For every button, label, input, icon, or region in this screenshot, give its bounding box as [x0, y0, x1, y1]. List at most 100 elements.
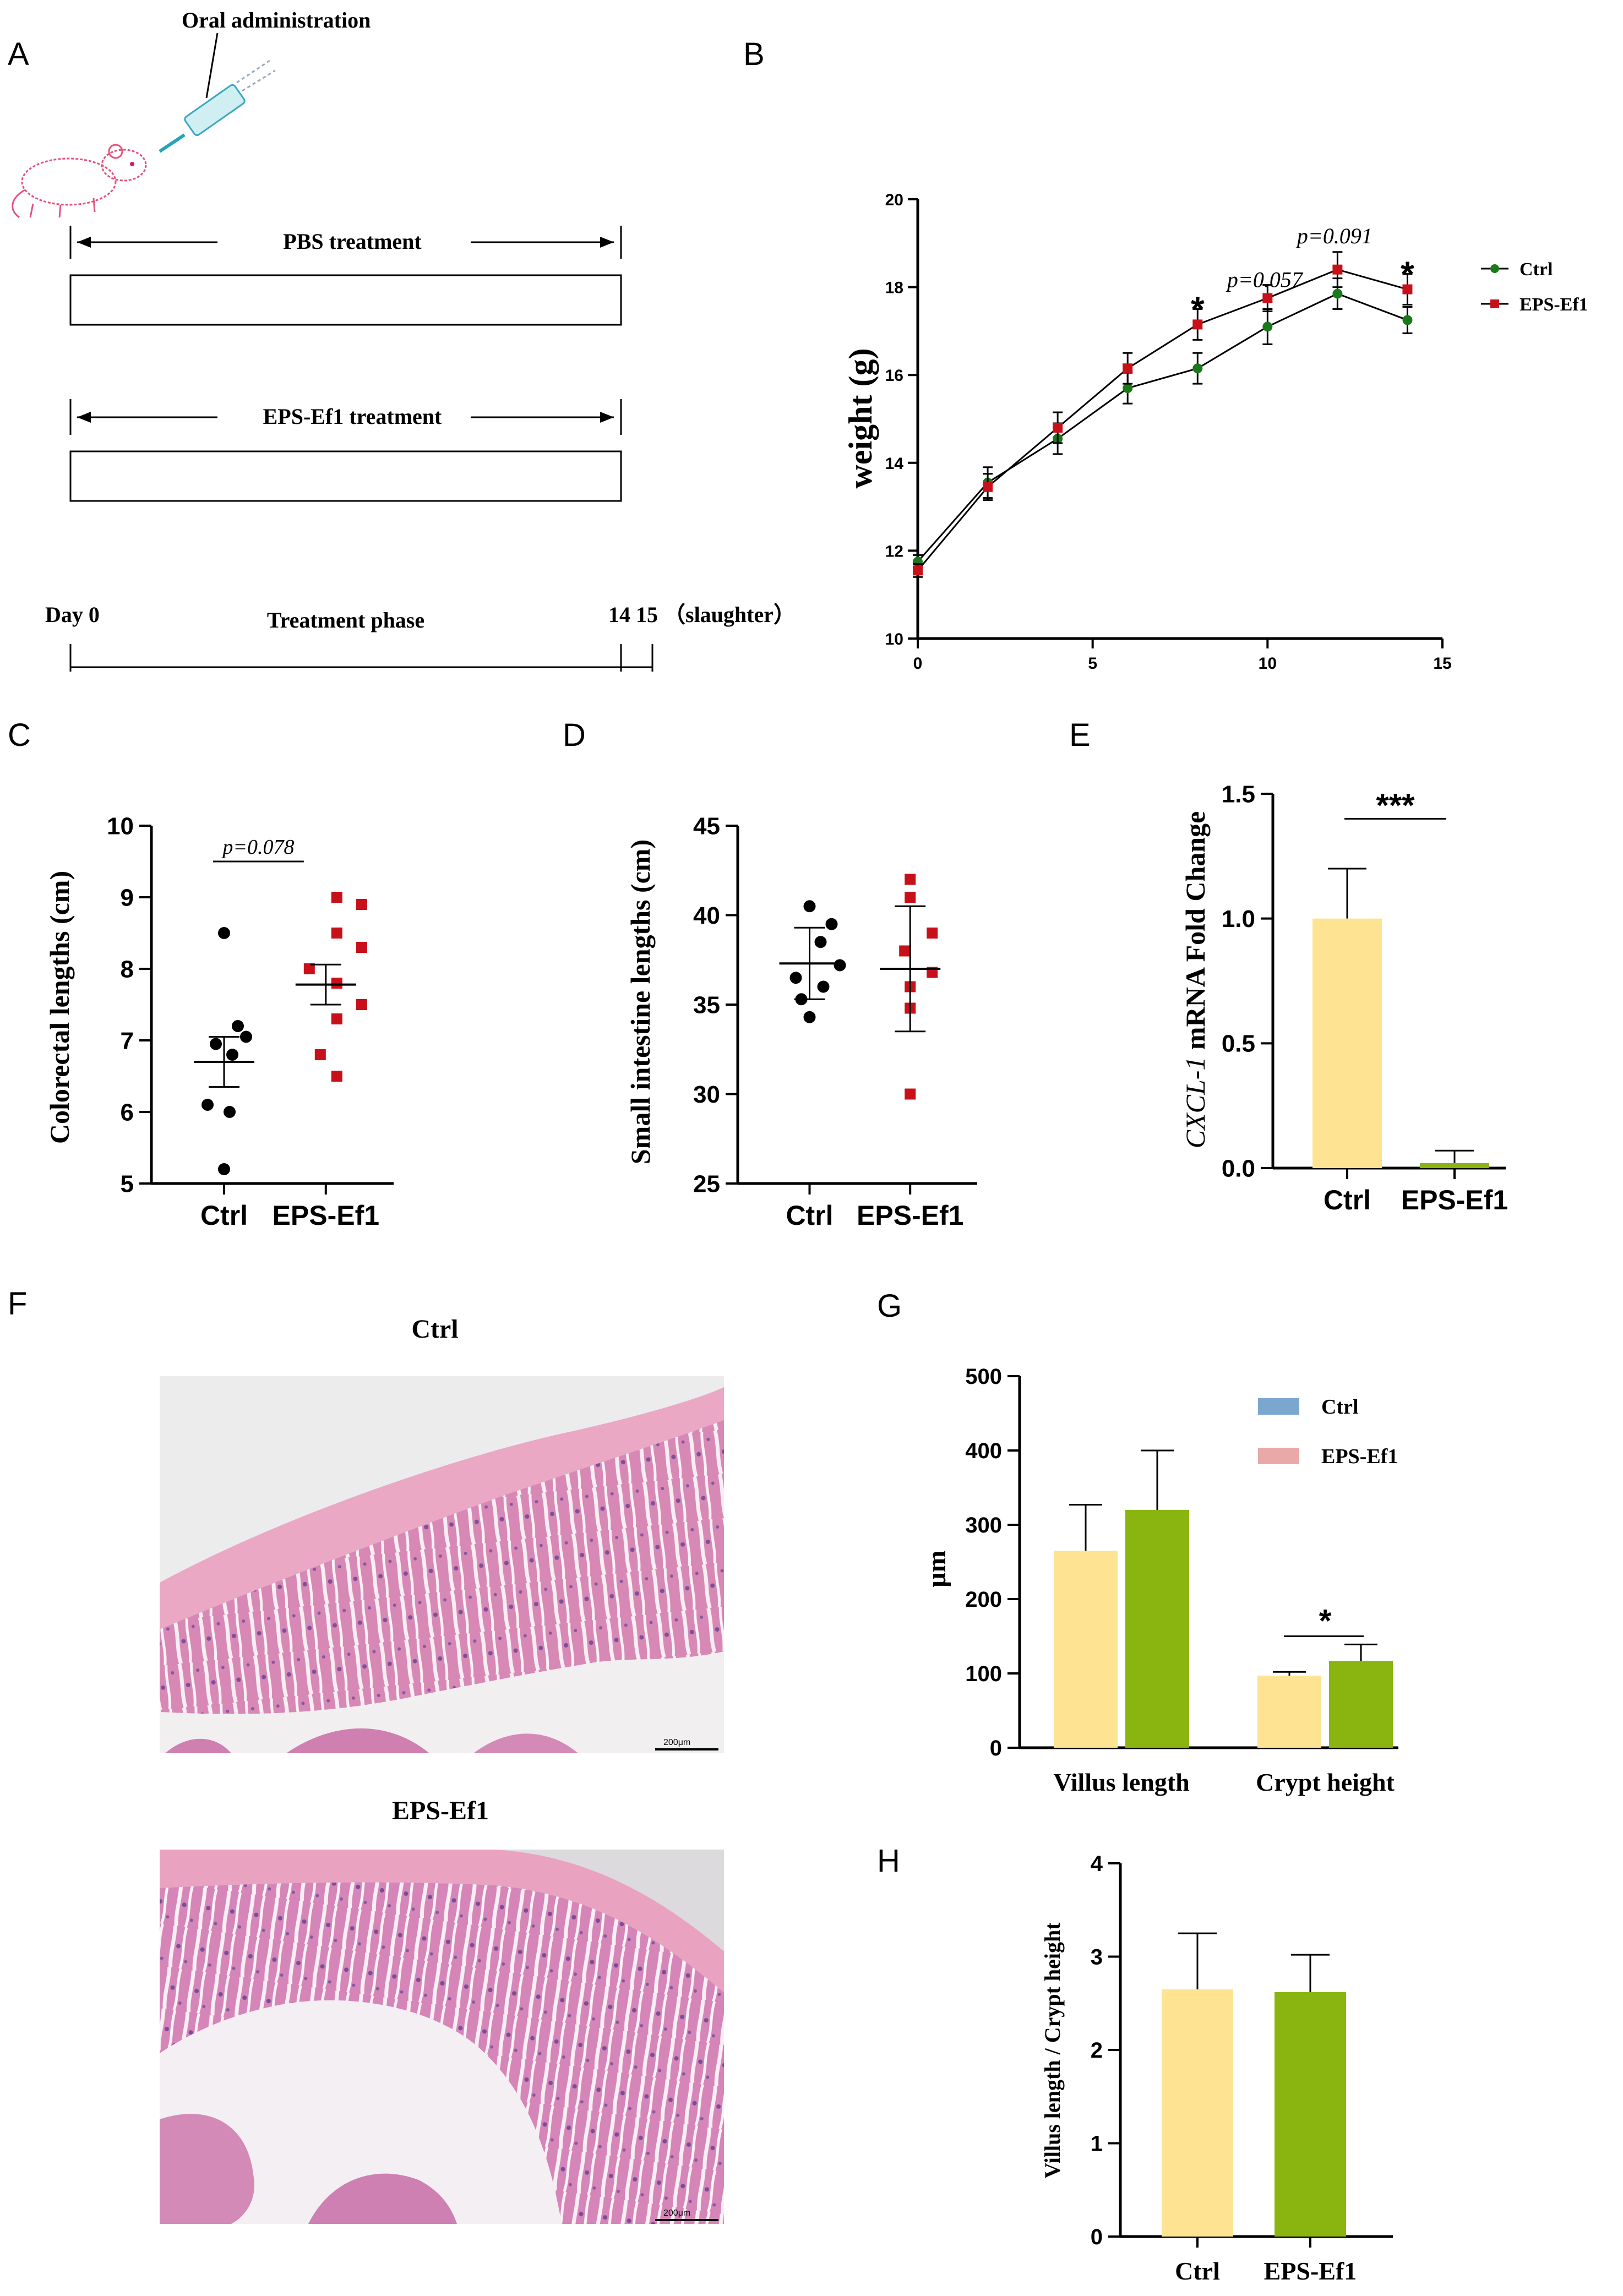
- y-tick-label: 2: [1091, 2038, 1103, 2063]
- data-point-eps: [303, 963, 315, 974]
- legend-label-ctrl: Ctrl: [1321, 1395, 1359, 1419]
- y-tick-label: 14: [885, 455, 904, 473]
- data-point-eps: [913, 565, 923, 576]
- panel-label-a: A: [8, 36, 29, 72]
- legend-swatch-eps-ef1: [1258, 1448, 1299, 1464]
- ctrl-image-title: Ctrl: [411, 1315, 458, 1344]
- y-tick-label: 500: [965, 1365, 1002, 1389]
- y-axis-label-italic: CXCL-1: [1180, 1057, 1211, 1149]
- oral-administration-label: Oral administration: [182, 8, 371, 32]
- panel-d: D 25 30 35 40 45 Ctrl EPS-Ef1 Small intestine l…: [563, 717, 977, 1231]
- data-point-ctrl: [201, 1099, 214, 1111]
- x-tick-label: Ctrl: [786, 1200, 833, 1231]
- colorectal-length-chart: 5 6 7 8 9 10 Ctrl EPS-Ef1 Colorectal lengths (cm…: [44, 812, 394, 1231]
- panel-e: E 0.0 0.5 1.0 1.5 Ctrl EPS-Ef1 CXCL-1 mRNA Fol…: [1069, 717, 1508, 1215]
- eps-muscle-layer: [160, 1850, 724, 1993]
- y-tick-label: 0.5: [1222, 1030, 1255, 1057]
- y-axis-label: Colorectal lengths (cm): [44, 871, 75, 1144]
- x-tick-label: Ctrl: [1175, 2257, 1220, 2285]
- significance-label: ***: [1376, 787, 1415, 823]
- ctrl-mucosa: [160, 1420, 724, 1714]
- y-axis-label: CXCL-1 mRNA Fold Change: [1180, 811, 1211, 1149]
- eps-mucosa: [160, 1882, 724, 2224]
- annotation: *: [1401, 254, 1414, 294]
- weight-line-chart: 10 12 14 16 18 20 0 5 10 15 weight (g) * p=0.057 p=0.…: [842, 191, 1588, 673]
- y-axis-label: Small intestine lengths (cm): [625, 839, 656, 1164]
- data-point-eps: [331, 928, 342, 939]
- y-tick-label: 100: [965, 1662, 1002, 1686]
- legend-marker-eps: [1490, 299, 1499, 308]
- data-point-eps: [1332, 264, 1343, 275]
- data-point-ctrl: [1332, 288, 1343, 299]
- data-point-eps: [983, 482, 993, 492]
- data-point-eps: [1123, 363, 1133, 374]
- panel-label-e: E: [1069, 717, 1091, 753]
- x-tick-label: 0: [913, 655, 923, 673]
- significance-label: p=0.078: [221, 836, 294, 859]
- panel-g: G 0 100 200 300 400 500 Villus length Crypt hei…: [877, 1288, 1398, 1796]
- data-point-eps: [356, 899, 367, 910]
- data-point-ctrl: [232, 1020, 244, 1032]
- y-tick-label: 400: [965, 1439, 1002, 1463]
- y-axis-label-rest: mRNA Fold Change: [1180, 811, 1211, 1057]
- y-tick-label: 10: [885, 630, 903, 648]
- data-point-ctrl: [1192, 363, 1203, 374]
- y-tick-label: 10: [107, 812, 134, 839]
- legend-label-eps-ef1: EPS-Ef1: [1321, 1445, 1398, 1468]
- x-tick-label: Ctrl: [200, 1200, 248, 1231]
- data-point-eps: [1402, 284, 1413, 295]
- bar-ctrl: [1312, 918, 1382, 1168]
- data-point-eps: [314, 1049, 326, 1060]
- pbs-treatment-label: PBS treatment: [283, 229, 422, 254]
- data-point-ctrl: [834, 959, 846, 972]
- data-point-eps: [927, 928, 938, 939]
- data-point-ctrl: [789, 972, 802, 984]
- series-line-eps-ef1: [917, 269, 1408, 571]
- data-point-ctrl: [825, 918, 838, 930]
- panel-label-d: D: [563, 717, 586, 753]
- annotation: p=0.057: [1226, 268, 1304, 292]
- bar-eps-ef1-0: [1125, 1510, 1189, 1748]
- y-axis-label: μm: [922, 1550, 951, 1587]
- panel-label-f: F: [8, 1286, 27, 1322]
- y-tick-label: 9: [121, 884, 134, 911]
- bar-eps-ef1-1: [1329, 1661, 1393, 1748]
- x-tick-label: Crypt height: [1256, 1768, 1395, 1796]
- data-point-ctrl: [226, 1049, 238, 1061]
- bar-eps-ef1: [1275, 1992, 1346, 2237]
- y-tick-label: 12: [885, 542, 903, 560]
- panel-a: A Oral administration PBS treatment: [8, 8, 796, 672]
- series-line-ctrl: [917, 292, 1408, 563]
- ctrl-muscle-layer: [160, 1387, 724, 1632]
- eps-image-title: EPS-Ef1: [392, 1796, 489, 1825]
- ctrl-scale-bar-text: 200μm: [663, 1738, 690, 1747]
- x-tick-label: EPS-Ef1: [1264, 2257, 1357, 2285]
- data-point-ctrl: [814, 936, 827, 948]
- data-point-ctrl: [218, 927, 230, 939]
- data-point-eps: [1262, 293, 1273, 303]
- panel-label-c: C: [8, 717, 31, 753]
- y-tick-label: 30: [693, 1081, 720, 1108]
- y-tick-label: 8: [121, 956, 134, 983]
- panel-label-h: H: [877, 1843, 900, 1879]
- data-point-ctrl: [240, 1030, 252, 1043]
- ctrl-histology-image: 200μm: [160, 1376, 724, 1753]
- x-tick-label: EPS-Ef1: [273, 1200, 380, 1231]
- villus-crypt-ratio-chart: 0 1 2 3 4 Ctrl EPS-Ef1 Villus length / Crypt he…: [1040, 1852, 1393, 2285]
- significance-label: *: [1319, 1604, 1332, 1639]
- ctrl-lumen: [160, 1651, 724, 1753]
- y-tick-label: 5: [121, 1170, 134, 1197]
- x-tick-label: EPS-Ef1: [1401, 1185, 1508, 1215]
- bar-ctrl: [1162, 1989, 1233, 2237]
- panel-f: F Ctrl 200μm EPS-Ef1 200μm: [8, 1286, 724, 2224]
- panel-h: H 0 1 2 3 4 Ctrl EPS-Ef1 Villus length / Crypt …: [877, 1843, 1393, 2285]
- bar-ctrl-0: [1054, 1551, 1118, 1748]
- y-tick-label: 6: [121, 1099, 134, 1126]
- y-tick-label: 0: [1091, 2225, 1103, 2249]
- x-tick-label: 15: [1433, 655, 1451, 673]
- x-tick-label: Villus length: [1053, 1768, 1190, 1796]
- y-tick-label: 1.0: [1222, 906, 1255, 932]
- data-point-ctrl: [218, 1163, 230, 1175]
- data-point-ctrl: [817, 980, 830, 993]
- data-point-eps: [331, 978, 342, 989]
